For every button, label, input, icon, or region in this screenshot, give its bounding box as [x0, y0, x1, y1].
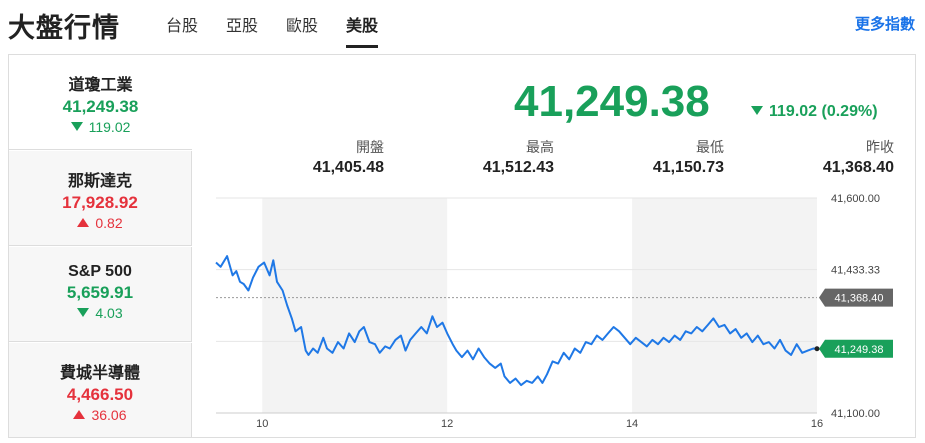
stat-label: 昨收 — [866, 139, 894, 155]
index-change: 4.03 — [9, 305, 191, 321]
up-arrow-icon — [73, 410, 86, 419]
tab-europe[interactable]: 歐股 — [286, 18, 319, 35]
x-tick-label: 16 — [811, 418, 823, 430]
y-tick-label: 41,100.00 — [831, 408, 880, 420]
price-change: 119.02 (0.29%) — [751, 103, 878, 121]
stat-value: 41,368.40 — [822, 159, 894, 176]
stat-high: 最高 41,512.43 — [414, 137, 554, 177]
more-indices-link[interactable]: 更多指數 — [854, 16, 915, 33]
tab-tw[interactable]: 台股 — [166, 18, 199, 35]
index-change: 36.06 — [9, 407, 191, 423]
down-arrow-icon — [70, 122, 83, 131]
index-name: 那斯達克 — [67, 173, 132, 190]
page-title: 大盤行情 — [8, 13, 120, 43]
stat-value: 41,512.43 — [482, 159, 554, 176]
prev-close-label: 41,368.40 — [835, 293, 884, 305]
index-value: 4,466.50 — [66, 385, 134, 404]
x-tick-label: 14 — [626, 418, 638, 430]
market-tabs: 台股 亞股 歐股 美股 — [166, 12, 406, 48]
last-value-badge — [819, 339, 893, 358]
series-line — [215, 255, 818, 387]
index-value: 17,928.92 — [62, 193, 138, 212]
stat-value: 41,150.73 — [652, 159, 724, 176]
index-value: 41,249.38 — [62, 97, 139, 116]
down-arrow-icon — [77, 308, 90, 317]
stat-label: 開盤 — [356, 139, 384, 155]
y-tick-label: 41,600.00 — [831, 193, 880, 205]
stat-value: 41,405.48 — [312, 159, 384, 176]
stat-label: 最低 — [696, 139, 724, 155]
tab-us[interactable]: 美股 — [346, 12, 379, 48]
chart-band-1 — [632, 198, 817, 413]
prev-close-badge — [819, 288, 893, 307]
top-bar: 大盤行情 台股 亞股 歐股 美股 更多指數 — [0, 0, 925, 52]
last-point — [814, 346, 820, 352]
index-value: 5,659.91 — [66, 283, 134, 302]
sidebar-item-sox[interactable]: 費城半導體 4,466.50 36.06 — [9, 343, 192, 437]
up-arrow-icon — [77, 218, 90, 227]
market-panel: 道瓊工業 41,249.38 119.02 那斯達克 17,928.92 0.8… — [8, 54, 916, 438]
stat-low: 最低 41,150.73 — [584, 137, 724, 177]
stat-label: 最高 — [526, 139, 554, 155]
intraday-chart: 10 12 14 16 41,600.00 41,433.33 41,100.00 41,36… — [215, 193, 893, 430]
current-price: 41,249.38 — [514, 77, 710, 126]
index-name: 道瓊工業 — [68, 77, 133, 94]
x-tick-label: 12 — [441, 418, 453, 430]
sidebar-item-sp500[interactable]: S&P 500 5,659.91 4.03 — [9, 247, 192, 342]
sidebar-item-nasdaq[interactable]: 那斯達克 17,928.92 0.82 — [9, 151, 192, 246]
x-tick-label: 10 — [256, 418, 268, 430]
chart-band-0 — [262, 198, 448, 413]
y-tick-label: 41,433.33 — [831, 265, 880, 277]
index-change: 0.82 — [9, 215, 191, 231]
index-change: 119.02 — [9, 119, 192, 135]
stat-open: 開盤 41,405.48 — [244, 137, 384, 177]
stat-prev-close: 昨收 41,368.40 — [754, 137, 894, 177]
index-name: 費城半導體 — [59, 365, 140, 382]
index-sidebar: 道瓊工業 41,249.38 119.02 那斯達克 17,928.92 0.8… — [9, 55, 192, 437]
sidebar-item-dow[interactable]: 道瓊工業 41,249.38 119.02 — [9, 55, 192, 150]
last-value-label: 41,249.38 — [835, 344, 884, 356]
tab-asia[interactable]: 亞股 — [226, 18, 259, 35]
down-arrow-icon — [751, 106, 763, 115]
index-name: S&P 500 — [68, 263, 132, 280]
